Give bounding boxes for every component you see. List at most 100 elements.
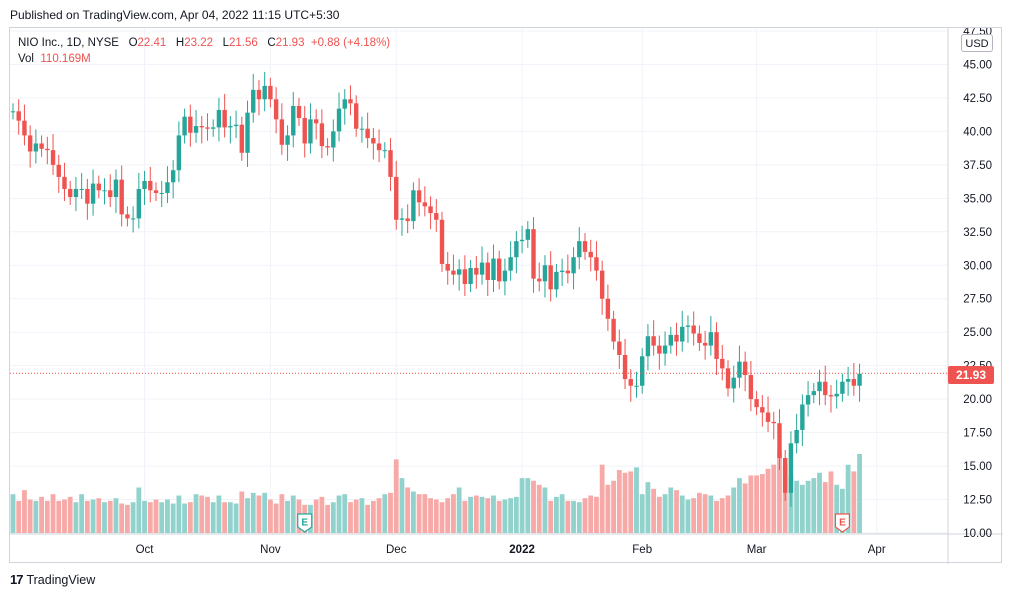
volume-bar bbox=[582, 498, 588, 533]
volume-bar bbox=[165, 499, 170, 533]
volume-bar bbox=[210, 502, 216, 533]
candle-body bbox=[565, 270, 571, 274]
high-value: 23.22 bbox=[184, 37, 213, 49]
candle-body bbox=[10, 111, 16, 113]
volume-bar bbox=[765, 468, 771, 533]
candle-body bbox=[27, 135, 33, 152]
candle-body bbox=[416, 190, 422, 203]
candle-body bbox=[394, 176, 399, 220]
candle-body bbox=[108, 190, 113, 197]
candle-body bbox=[800, 404, 805, 430]
volume-bar bbox=[84, 500, 90, 533]
volume-bar bbox=[513, 496, 519, 533]
volume-bar bbox=[588, 495, 594, 533]
volume-bar bbox=[674, 490, 679, 533]
x-tick-label: Apr bbox=[868, 544, 886, 556]
candle-body bbox=[365, 128, 370, 139]
volume-bar bbox=[731, 487, 737, 533]
currency-button[interactable]: USD bbox=[961, 34, 993, 52]
footer-brand[interactable]: 17 TradingView bbox=[10, 572, 95, 587]
volume-bar bbox=[742, 483, 748, 533]
candle-body bbox=[170, 170, 176, 183]
volume-bar bbox=[113, 498, 119, 533]
close-label: C bbox=[267, 37, 276, 49]
candle-body bbox=[845, 379, 851, 382]
candle-body bbox=[514, 241, 519, 258]
candle-body bbox=[285, 135, 290, 145]
volume-bar bbox=[622, 472, 628, 533]
volume-bar bbox=[576, 502, 582, 533]
y-tick-label: 47.50 bbox=[963, 28, 992, 38]
y-tick-label: 20.00 bbox=[963, 394, 992, 406]
candle-body bbox=[714, 332, 719, 359]
volume-bar bbox=[817, 472, 822, 533]
volume-bar bbox=[256, 495, 262, 533]
volume-bar bbox=[159, 502, 165, 533]
volume-bar bbox=[382, 494, 388, 533]
candle-body bbox=[548, 265, 553, 290]
volume-bar bbox=[376, 498, 382, 533]
volume-bar bbox=[102, 502, 107, 533]
volume-bar bbox=[857, 454, 862, 533]
volume-bar bbox=[754, 475, 759, 533]
volume-bar bbox=[325, 504, 330, 533]
x-tick-label: 2022 bbox=[509, 544, 535, 556]
candle-body bbox=[188, 116, 193, 133]
volume-bar bbox=[828, 471, 834, 533]
volume-bar bbox=[365, 504, 371, 533]
volume-bar bbox=[485, 498, 491, 533]
candle-body bbox=[531, 229, 536, 279]
candle-body bbox=[628, 379, 633, 386]
candle-body bbox=[691, 325, 696, 334]
candlestick-chart[interactable]: Oct Nov Dec 2022 Feb Mar Apr 10.00 12.50 15.00 17.… bbox=[10, 28, 1003, 564]
volume-bar bbox=[662, 494, 668, 533]
candle-body bbox=[765, 412, 771, 422]
candle-body bbox=[622, 354, 628, 380]
candle-body bbox=[737, 361, 742, 378]
volume-bar bbox=[639, 494, 645, 533]
volume-bar bbox=[399, 478, 405, 533]
volume-bar bbox=[353, 499, 359, 533]
candle-body bbox=[182, 116, 187, 136]
volume-bar bbox=[679, 495, 685, 533]
volume-bar bbox=[794, 480, 800, 533]
volume-bar bbox=[525, 478, 531, 533]
candle-body bbox=[777, 423, 782, 459]
volume-bar bbox=[616, 470, 622, 533]
volume-bar bbox=[262, 492, 268, 533]
candle-body bbox=[273, 99, 279, 120]
volume-bar bbox=[428, 498, 433, 533]
volume-bar bbox=[250, 492, 256, 533]
volume-bar bbox=[840, 488, 845, 533]
candle-body bbox=[491, 258, 496, 280]
volume-bar bbox=[834, 484, 840, 533]
candle-body bbox=[153, 190, 159, 193]
volume-bar bbox=[370, 500, 376, 533]
chart-pane[interactable]: Oct Nov Dec 2022 Feb Mar Apr 10.00 12.50 15.00 17.… bbox=[9, 27, 1003, 564]
candle-body bbox=[445, 263, 450, 271]
candle-body bbox=[771, 421, 776, 424]
y-tick-label: 42.50 bbox=[963, 93, 992, 105]
symbol-label[interactable]: NIO Inc., 1D, NYSE bbox=[18, 37, 119, 49]
ohlc-row: NIO Inc., 1D, NYSE O22.41 H23.22 L21.56 … bbox=[18, 35, 390, 51]
volume-bar bbox=[90, 499, 96, 533]
volume-bar bbox=[759, 474, 765, 533]
candle-body bbox=[760, 407, 765, 413]
volume-bar bbox=[777, 451, 782, 533]
candle-body bbox=[657, 345, 662, 354]
candle-body bbox=[39, 143, 44, 149]
volume-bar bbox=[702, 494, 708, 533]
open-value: 22.41 bbox=[137, 37, 167, 49]
volume-bar bbox=[67, 496, 73, 533]
volume-bar bbox=[142, 500, 147, 533]
volume-value: 110.169M bbox=[40, 53, 91, 65]
volume-bar bbox=[719, 498, 725, 533]
candle-body bbox=[22, 120, 27, 136]
candle-body bbox=[411, 190, 416, 222]
volume-bar bbox=[227, 502, 233, 533]
open-label: O bbox=[128, 37, 138, 49]
candle-body bbox=[45, 148, 50, 151]
candle-body bbox=[325, 146, 330, 148]
candle-body bbox=[422, 202, 428, 207]
low-value: 21.56 bbox=[229, 37, 258, 49]
